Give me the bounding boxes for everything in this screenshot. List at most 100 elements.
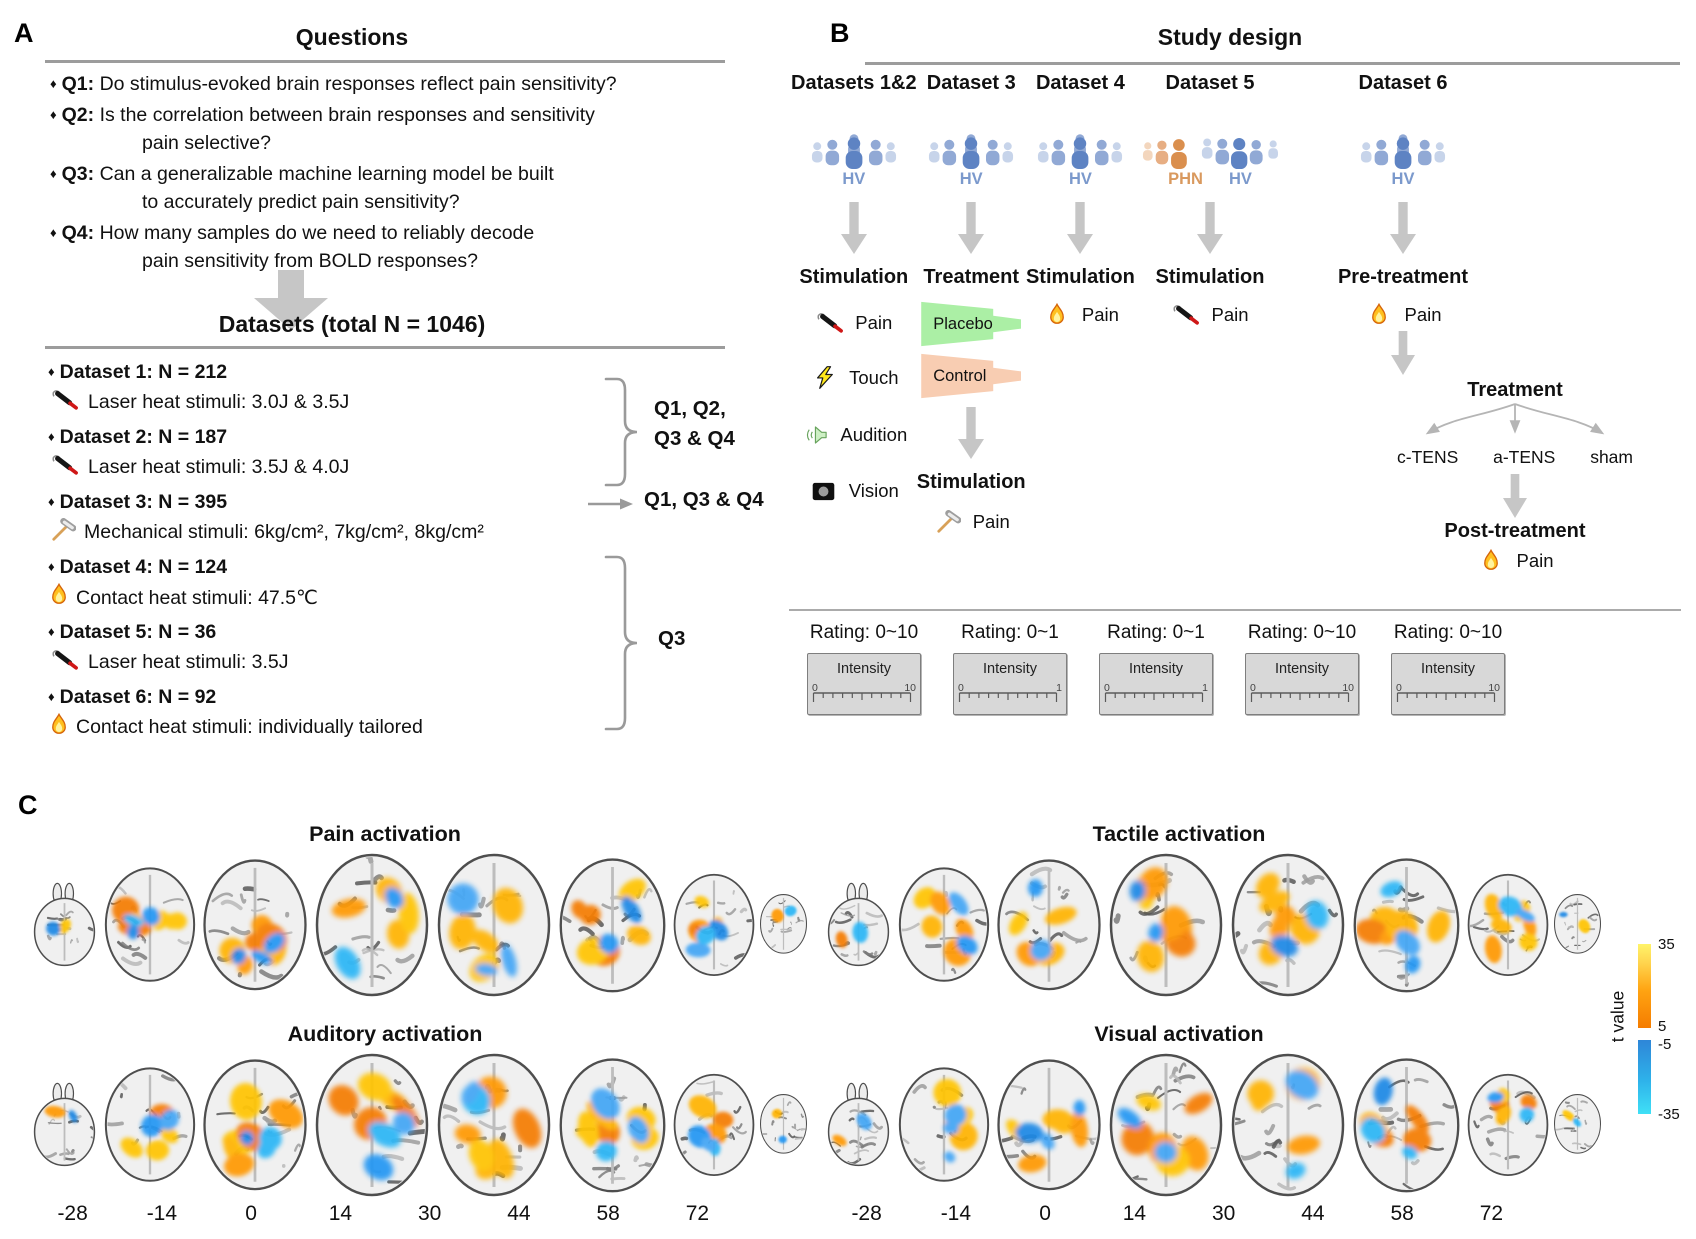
scale-min: 0 xyxy=(1396,682,1402,694)
colorbar-tick: -35 xyxy=(1658,1106,1680,1123)
question-id: Q1: xyxy=(61,73,95,95)
question-text: How many samples do we need to reliably … xyxy=(99,222,535,244)
down-arrow-icon xyxy=(1390,202,1416,254)
scale-max: 10 xyxy=(1488,682,1500,694)
question-item: ♦ Q3: Can a generalizable machine learnin… xyxy=(50,160,705,216)
bracket-label-q1-q4: Q1, Q2, Q3 & Q4 xyxy=(654,397,735,450)
datasets-list: ♦ Dataset 1: N = 212 Laser heat stimuli: … xyxy=(48,358,608,748)
brain-slice xyxy=(673,1073,755,1176)
brain-slice xyxy=(1109,1053,1223,1197)
down-arrow-icon xyxy=(1503,474,1527,518)
column-header: Dataset 6 xyxy=(1358,72,1448,94)
screen-icon xyxy=(809,482,839,501)
colorbar-tick: 5 xyxy=(1658,1018,1667,1035)
brain-slice-cell xyxy=(433,1047,555,1199)
column-header: Datasets 1&2 xyxy=(791,72,917,94)
brain-slice-cell xyxy=(1349,852,1464,995)
diamond-bullet-icon: ♦ xyxy=(48,689,55,704)
brain-slice-cell xyxy=(670,1069,758,1178)
phase-header: Treatment xyxy=(1467,379,1563,401)
question-text: Is the correlation between brain respons… xyxy=(99,104,595,126)
brain-slice xyxy=(437,853,551,997)
brain-slice xyxy=(898,867,990,982)
option-c-tens: c-TENS xyxy=(1397,447,1459,467)
scale-ruler-icon xyxy=(1250,691,1354,709)
dataset-item: ♦ Dataset 5: N = 36 Laser heat stimuli: 3… xyxy=(48,618,608,678)
scale-min: 0 xyxy=(1104,682,1110,694)
rating-label: Rating: 0~10 xyxy=(1393,622,1503,643)
brain-slice xyxy=(673,873,755,976)
slice-z-label: 30 xyxy=(417,1202,442,1225)
colorbar-tick: 35 xyxy=(1658,936,1675,953)
intensity-title: Intensity xyxy=(837,661,891,677)
dataset-name: Dataset 3: N = 395 xyxy=(59,491,228,513)
arrow-label-q1-q3-q4: Q1, Q3 & Q4 xyxy=(644,488,764,511)
brain-slice-cell xyxy=(1105,1047,1227,1199)
intensity-scale: Intensity 0 10 xyxy=(807,653,921,715)
brain-slice-cell xyxy=(1552,891,1603,955)
brain-slice xyxy=(1553,1094,1602,1154)
brain-slice xyxy=(203,859,307,991)
intensity-title: Intensity xyxy=(1421,661,1475,677)
flame-icon xyxy=(50,582,68,613)
brain-slice xyxy=(997,1059,1101,1191)
branching-arrows-icon xyxy=(1400,402,1630,445)
column-dataset-5: Dataset 5 PHN HV Stimulation Pain xyxy=(1135,72,1285,573)
cohort-label-hv: HV xyxy=(1228,170,1252,188)
brain-maps-right: Tactile activation Visual activation -28… xyxy=(822,822,1602,1226)
panel-b-label: B xyxy=(830,18,850,48)
brain-slice-cell xyxy=(822,1078,895,1169)
map-title-pain: Pain activation xyxy=(309,822,461,846)
brain-slice-cell xyxy=(895,862,993,984)
column-header: Dataset 4 xyxy=(1035,72,1125,94)
brain-slice-cell xyxy=(895,1062,993,1184)
diamond-bullet-icon: ♦ xyxy=(48,494,55,509)
question-text: Can a generalizable machine learning mod… xyxy=(99,163,554,185)
intensity-title: Intensity xyxy=(983,661,1037,677)
slice-z-label: 0 xyxy=(1039,1202,1051,1225)
question-text-line2: pain selective? xyxy=(142,132,271,154)
scale-min: 0 xyxy=(812,682,818,694)
bracket-datasets-4-6-icon xyxy=(604,554,644,737)
brain-slice-cell xyxy=(1464,869,1552,978)
option-a-tens: a-TENS xyxy=(1493,447,1556,467)
scale-max: 10 xyxy=(904,682,916,694)
phase-header: Stimulation xyxy=(1155,266,1265,288)
stimulus-label: Pain xyxy=(1404,304,1442,325)
brain-slice xyxy=(315,853,429,997)
study-columns: Datasets 1&2 HV Stimulation Pain Touch A… xyxy=(791,72,1633,573)
phase-header: Post-treatment xyxy=(1444,520,1586,542)
brain-slice-cell xyxy=(555,852,670,995)
laser-icon xyxy=(50,453,80,483)
scale-max: 10 xyxy=(1342,682,1354,694)
participants-crowd-icon xyxy=(1028,104,1132,170)
brain-slice xyxy=(559,857,666,992)
brain-slice-cell xyxy=(1227,847,1349,999)
hammer-icon xyxy=(933,510,963,534)
dataset-desc: Contact heat stimuli: individually tailo… xyxy=(76,716,423,738)
rating-cell: Rating: 0~10 Intensity 0 10 xyxy=(1229,622,1375,715)
diamond-bullet-icon: ♦ xyxy=(48,624,55,639)
stimulus-label: Audition xyxy=(840,424,908,445)
dataset-desc: Mechanical stimuli: 6kg/cm², 7kg/cm², 8k… xyxy=(84,521,484,543)
datasets-underline xyxy=(45,346,725,349)
bracket-datasets-1-2-icon xyxy=(604,376,644,493)
stimulus-label: Touch xyxy=(849,366,899,388)
brain-slice xyxy=(1353,1057,1460,1192)
brain-slice xyxy=(33,1082,96,1166)
scale-ruler-icon xyxy=(1396,691,1500,709)
intensity-scale: Intensity 0 10 xyxy=(1245,653,1359,715)
scale-min: 0 xyxy=(958,682,964,694)
brain-slice-cell xyxy=(555,1052,670,1195)
panel-c-label: C xyxy=(18,790,38,820)
panel-b: B Study design Datasets 1&2 HV Stimulati… xyxy=(775,8,1693,756)
colorbar-axis-label: t value xyxy=(1607,990,1628,1043)
diamond-bullet-icon: ♦ xyxy=(50,107,57,122)
question-item: ♦ Q4: How many samples do we need to reli… xyxy=(50,219,705,275)
brain-slice xyxy=(315,1053,429,1197)
stimulus-label: Pain xyxy=(972,511,1010,532)
slice-z-label: 58 xyxy=(596,1202,620,1225)
down-arrow-icon xyxy=(958,202,985,254)
brain-slice-cell xyxy=(311,1047,433,1199)
flame-icon xyxy=(1476,549,1506,573)
